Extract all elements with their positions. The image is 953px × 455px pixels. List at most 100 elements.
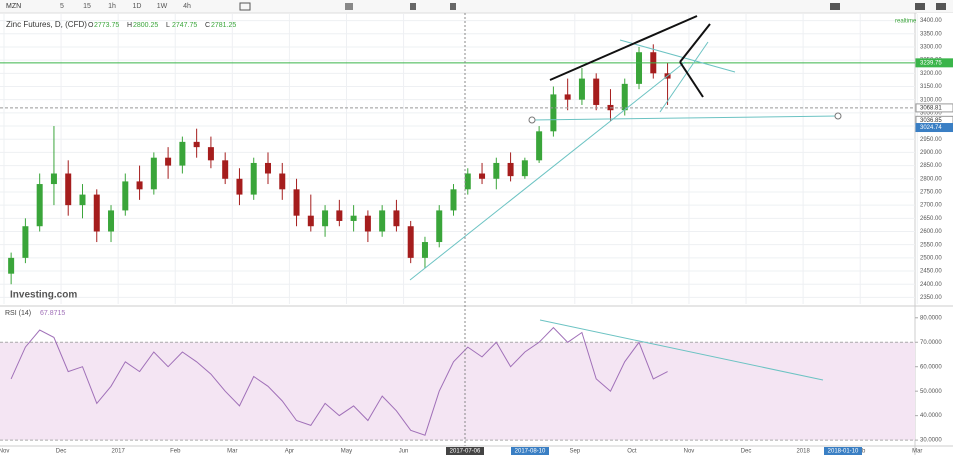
candle-body (293, 189, 300, 216)
candle-body (336, 210, 343, 221)
toolbar (0, 0, 953, 13)
interval-button[interactable]: 1D (133, 3, 142, 10)
y-tick-label: 2750.00 (920, 190, 942, 196)
rsi-tick-label: 30.0000 (920, 438, 942, 444)
candle-body (279, 173, 286, 190)
candle-body (79, 194, 86, 206)
y-tick-label: 2950.00 (920, 137, 942, 143)
delete-icon[interactable] (450, 3, 456, 10)
candle-body (36, 184, 43, 227)
candle-body (236, 178, 243, 195)
y-tick-label: 2500.00 (920, 255, 942, 261)
chart-title: Zinc Futures, D, (CFD) (6, 20, 87, 29)
y-tick-label: 3200.00 (920, 71, 942, 77)
ohlc-key: H (127, 22, 132, 29)
date-highlight (824, 447, 862, 455)
x-tick-label: Dec (741, 449, 752, 455)
ohlc-key: O (88, 22, 94, 29)
price-axis (917, 13, 953, 455)
price-marker-label: 3036.85 (920, 118, 942, 124)
x-tick-label: Feb (170, 449, 181, 455)
anchor[interactable] (834, 112, 842, 120)
candle-body (593, 78, 600, 105)
anchor[interactable] (528, 116, 536, 124)
y-tick-label: 3350.00 (920, 31, 942, 37)
date-highlight (446, 447, 484, 455)
candle-body (507, 162, 514, 177)
rsi-line (10, 326, 668, 436)
price-marker-label: 3239.75 (920, 60, 942, 66)
date-label: 2017-08-10 (515, 449, 546, 455)
date-label: 2017-07-06 (450, 449, 481, 455)
x-tick-label: Oct (627, 449, 637, 455)
y-tick-label: 3300.00 (920, 45, 942, 51)
trend-line (619, 39, 736, 73)
toolbar-icons (239, 2, 946, 11)
candle-body (207, 147, 214, 161)
interval-button[interactable]: 5 (60, 3, 64, 10)
candle-body (93, 194, 100, 232)
status: realtime (895, 19, 917, 25)
price-marker (915, 103, 953, 113)
y-tick-label: 2800.00 (920, 176, 942, 182)
rsi-label: RSI (14) (5, 310, 31, 317)
candle-body (621, 83, 628, 111)
x-tick-label: Mar (912, 449, 922, 455)
drawings (409, 13, 842, 446)
interval-button[interactable]: 1W (157, 3, 168, 10)
candle-body (393, 210, 400, 227)
y-tick-label: 3400.00 (920, 18, 942, 24)
candle-body (50, 173, 57, 185)
interval-button[interactable]: 1h (108, 3, 116, 10)
wedge-line (679, 23, 711, 63)
candle-body (193, 141, 200, 148)
wedge-line (679, 61, 704, 98)
y-tick-label: 2850.00 (920, 163, 942, 169)
candle-body (364, 215, 371, 232)
draw-tool[interactable] (239, 2, 251, 11)
candle-body (407, 226, 414, 258)
y-tick-label: 2650.00 (920, 216, 942, 222)
x-tick-label: Jun (399, 449, 409, 455)
interval-button[interactable]: 4h (183, 3, 191, 10)
candle-body (479, 173, 486, 179)
candle-body (550, 94, 557, 132)
candle-body (250, 162, 257, 195)
candle-body (108, 210, 115, 232)
fullscreen-icon[interactable] (936, 3, 946, 10)
x-tick-label: Apr (285, 449, 294, 455)
horizontal-ray (531, 115, 839, 121)
ohlc-value: 2781.25 (211, 22, 236, 29)
y-tick-label: 2600.00 (920, 229, 942, 235)
price-marker (915, 123, 953, 133)
y-tick-label: 2550.00 (920, 242, 942, 248)
interval-button[interactable]: 15 (83, 3, 91, 10)
y-tick-label: 3050.00 (920, 110, 942, 116)
lock-icon[interactable] (410, 3, 416, 10)
candle-body (493, 162, 500, 179)
x-tick-label: Sep (569, 449, 580, 455)
home-icon[interactable] (915, 3, 925, 10)
y-tick-label: 3150.00 (920, 84, 942, 90)
price-marker-label: 3068.81 (920, 105, 942, 111)
rsi-tick-label: 50.0000 (920, 389, 942, 395)
rsi-trend-line (539, 319, 824, 381)
rsi-tick-label: 40.0000 (920, 413, 942, 419)
y-tick-label: 2700.00 (920, 203, 942, 209)
candle-body (436, 210, 443, 243)
candle-body (578, 78, 585, 100)
ohlc-key: L (166, 22, 170, 29)
ohlc-value: 2773.75 (94, 22, 119, 29)
candle-body (521, 160, 528, 177)
symbol[interactable]: MZN (6, 3, 21, 10)
y-tick-label: 2350.00 (920, 295, 942, 301)
price-marker-label: 3024.74 (920, 125, 942, 131)
candle-body (136, 181, 143, 190)
trend-line (659, 41, 709, 113)
settings-icon[interactable] (345, 3, 353, 10)
wedge-line (549, 15, 698, 81)
camera-icon[interactable] (830, 3, 840, 10)
rsi-last: 67.8715 (40, 310, 65, 317)
rsi-band (0, 342, 915, 441)
trend-line (409, 61, 686, 281)
